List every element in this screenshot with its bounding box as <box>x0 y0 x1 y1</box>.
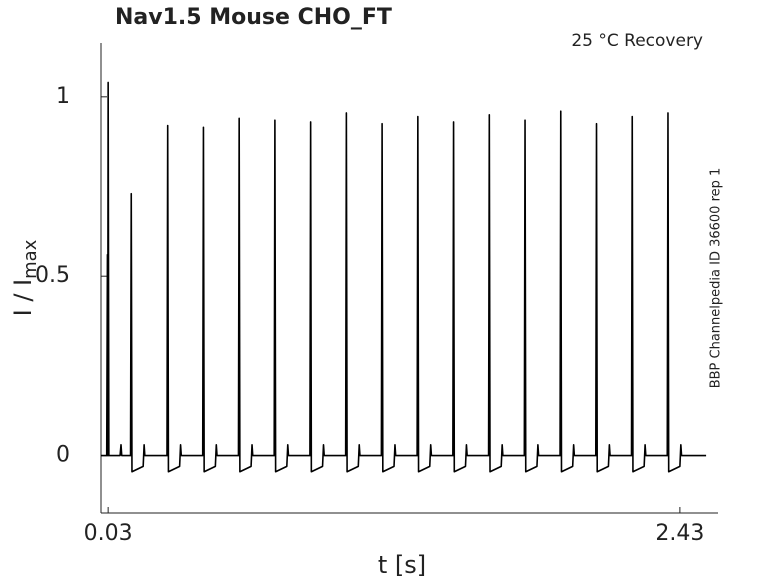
x-tick-label: 0.03 <box>84 521 133 546</box>
x-tick-label: 2.43 <box>655 521 704 546</box>
trace-line <box>101 81 707 473</box>
y-tick-label: 1 <box>56 84 70 109</box>
annotation: 25 °C Recovery <box>571 31 703 51</box>
side-note: BBP Channelpedia ID 36600 rep 1 <box>709 168 724 389</box>
y-axis-label-subscript: max <box>20 239 41 279</box>
x-axis-label: t [s] <box>378 551 426 579</box>
y-axis-label: I / Imax <box>9 239 41 316</box>
y-axis-label-main: I / I <box>9 279 37 317</box>
y-tick-label: 0.5 <box>35 263 70 288</box>
chart-title: Nav1.5 Mouse CHO_FT <box>115 5 392 30</box>
y-tick-label: 0 <box>56 443 70 468</box>
